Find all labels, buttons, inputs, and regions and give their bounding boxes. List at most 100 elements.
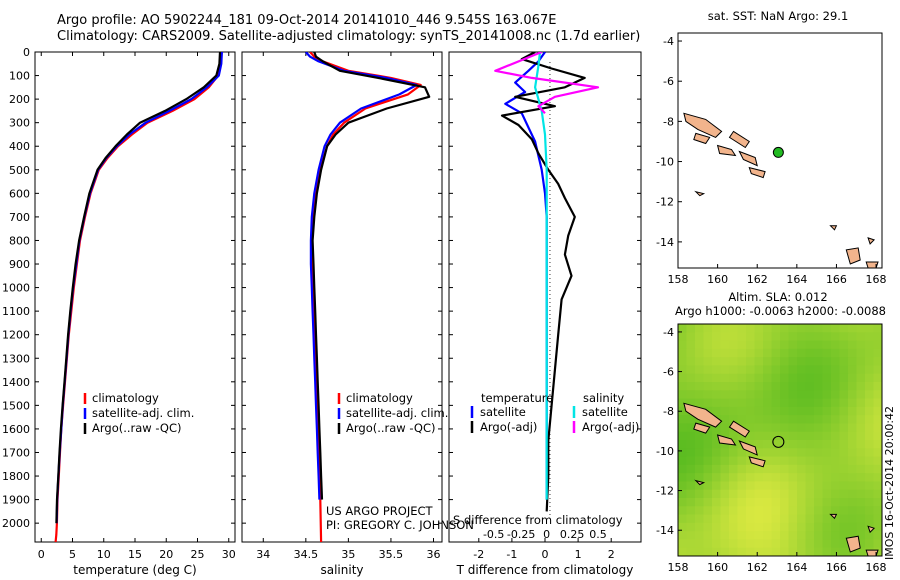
y-tick-label: 1500 bbox=[2, 399, 30, 412]
x-tick-label: -2 bbox=[473, 548, 484, 561]
x-tick-label: 5 bbox=[69, 548, 76, 561]
y-tick-label: -10 bbox=[656, 156, 674, 169]
y-tick-label: -14 bbox=[656, 236, 674, 249]
y-tick-label: 1400 bbox=[2, 376, 30, 389]
island-shape bbox=[693, 422, 711, 434]
y-tick-label: 800 bbox=[9, 234, 30, 247]
x-tick-label: 166 bbox=[826, 273, 847, 286]
legend-label: climatology bbox=[346, 391, 413, 405]
x-tick-label: 34.5 bbox=[294, 548, 319, 561]
series-line-t-argo bbox=[500, 52, 586, 512]
sst-map-frame bbox=[677, 32, 883, 269]
island-shape bbox=[867, 237, 876, 245]
series-line-s-satellite bbox=[533, 52, 548, 500]
island-shape bbox=[694, 479, 706, 486]
s-difference-title: S difference from climatology bbox=[453, 513, 623, 527]
y-tick-label: 200 bbox=[9, 93, 30, 106]
x-tick-label: 166 bbox=[826, 561, 847, 574]
x-tick-label: 164 bbox=[786, 273, 807, 286]
temperature-panel: 0100200300400500600700800900100011001200… bbox=[2, 46, 236, 577]
sst-map: 158 160 162 164 166 168 -4 -6 -8 -10 -12 -14 bbox=[656, 32, 887, 286]
island-shape bbox=[748, 166, 766, 179]
legend-label: satellite-adj. clim. bbox=[346, 406, 448, 420]
header-line-1: Argo profile: AO 5902244_181 09-Oct-2014… bbox=[57, 13, 557, 28]
y-tick-label: 900 bbox=[9, 258, 30, 271]
x-tick-label: 2 bbox=[608, 548, 615, 561]
legend-label: satellite bbox=[582, 405, 628, 419]
island-shape bbox=[829, 513, 838, 520]
x-tick-label: 160 bbox=[707, 273, 728, 286]
y-tick-label: 1200 bbox=[2, 329, 30, 342]
series-line-s-argo bbox=[494, 52, 600, 115]
legend-label: climatology bbox=[92, 391, 159, 405]
x-tick-label: 162 bbox=[747, 561, 768, 574]
legend-label: Argo(-adj) bbox=[480, 420, 537, 434]
x-tick-label: 164 bbox=[786, 561, 807, 574]
sla-heatmap-cells bbox=[678, 324, 882, 556]
salinity-series bbox=[304, 52, 431, 542]
x-tick-label: 30 bbox=[222, 548, 236, 561]
legend-header-temperature: temperature bbox=[481, 391, 553, 405]
legend-label: Argo(-adj) bbox=[582, 420, 639, 434]
island-shape bbox=[683, 402, 723, 428]
x-tick-label: -1 bbox=[506, 548, 517, 561]
x-tick-label: 160 bbox=[707, 561, 728, 574]
y-tick-label: -14 bbox=[656, 524, 674, 537]
legend-header-salinity: salinity bbox=[583, 391, 624, 405]
legend-label: Argo(..raw -QC) bbox=[92, 421, 182, 435]
sla-map-subtitle: Argo h1000: -0.0063 h2000: -0.0088 bbox=[675, 304, 886, 318]
y-tick-label: -8 bbox=[663, 115, 674, 128]
island-shape bbox=[728, 420, 751, 438]
x-tick-label: 1 bbox=[575, 548, 582, 561]
x-tick-label: 0 bbox=[542, 548, 549, 561]
y-tick-label: 700 bbox=[9, 211, 30, 224]
salinity-xlabel: salinity bbox=[320, 563, 363, 577]
difference-xlabel: T difference from climatology bbox=[456, 563, 634, 577]
island-shape bbox=[728, 130, 750, 149]
temperature-frame bbox=[34, 51, 236, 543]
island-shape bbox=[716, 434, 737, 446]
island-shape bbox=[716, 144, 737, 157]
sst-map-title: sat. SST: NaN Argo: 29.1 bbox=[708, 9, 849, 23]
y-tick-label: 0 bbox=[23, 46, 30, 59]
island-shape bbox=[865, 549, 879, 556]
x-tick-label: 162 bbox=[747, 273, 768, 286]
difference-frame bbox=[448, 51, 642, 543]
s-tick-label: -0.5 bbox=[483, 528, 504, 541]
y-tick-label: 600 bbox=[9, 187, 30, 200]
y-tick-label: -12 bbox=[656, 485, 674, 498]
x-tick-label: 35.5 bbox=[379, 548, 404, 561]
y-tick-label: -12 bbox=[656, 196, 674, 209]
project-line-1: US ARGO PROJECT bbox=[326, 504, 434, 518]
sla-map: 158 160 162 164 166 168 -4 -6 -8 -10 -12 -14 bbox=[656, 323, 887, 574]
island-shape bbox=[829, 225, 838, 231]
island-shape bbox=[865, 261, 879, 268]
difference-legend: temperaturesatelliteArgo(-adj)salinitysa… bbox=[453, 391, 639, 527]
legend-label: satellite bbox=[480, 405, 526, 419]
series-line-satellite bbox=[304, 52, 418, 500]
y-tick-label: 2000 bbox=[2, 517, 30, 530]
x-tick-label: 36 bbox=[426, 548, 440, 561]
y-tick-label: -4 bbox=[663, 326, 674, 339]
x-tick-label: 158 bbox=[668, 561, 689, 574]
x-tick-label: 168 bbox=[866, 561, 887, 574]
salinity-panel: 34 34.5 35 35.5 36 salinity bbox=[241, 51, 443, 577]
y-tick-label: -8 bbox=[663, 405, 674, 418]
y-tick-label: 100 bbox=[9, 70, 30, 83]
sla-map-frame bbox=[677, 323, 883, 557]
y-tick-label: -4 bbox=[663, 35, 674, 48]
x-tick-label: 20 bbox=[159, 548, 173, 561]
x-tick-label: 168 bbox=[866, 273, 887, 286]
series-line-argo bbox=[311, 52, 431, 500]
x-tick-label: 158 bbox=[668, 273, 689, 286]
s-tick-label: 0.5 bbox=[589, 528, 607, 541]
y-tick-label: -6 bbox=[663, 366, 674, 379]
temperature-series bbox=[54, 52, 223, 542]
y-tick-label: 300 bbox=[9, 117, 30, 130]
island-shape bbox=[693, 132, 711, 145]
y-tick-label: 1100 bbox=[2, 305, 30, 318]
x-tick-label: 15 bbox=[128, 548, 142, 561]
y-tick-label: 1900 bbox=[2, 494, 30, 507]
